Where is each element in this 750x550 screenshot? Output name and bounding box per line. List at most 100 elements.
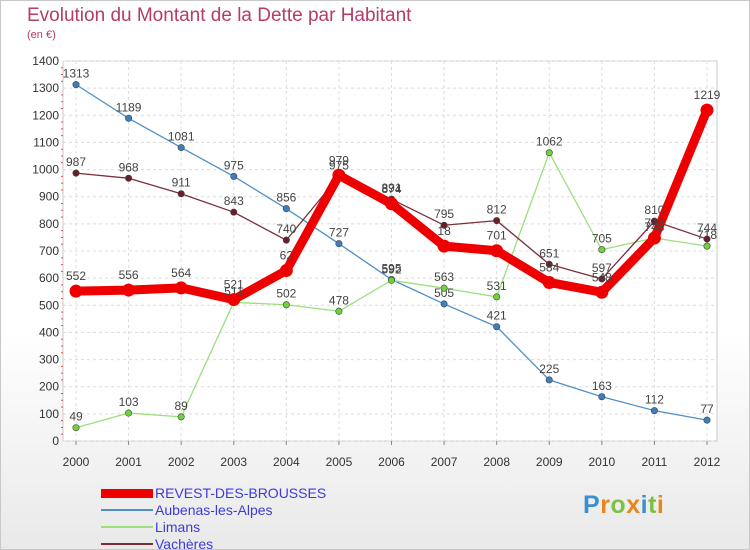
y-tick-label: 300 — [39, 353, 59, 367]
y-tick-label: 1400 — [32, 54, 59, 68]
data-label: 505 — [434, 286, 454, 300]
legend-label: Limans — [155, 519, 201, 535]
data-point — [125, 409, 133, 417]
y-tick-label: 200 — [39, 380, 59, 394]
data-point — [598, 393, 606, 401]
y-tick-label: 1300 — [32, 81, 59, 95]
data-label: 975 — [329, 158, 349, 172]
y-tick-label: 800 — [39, 217, 59, 231]
data-label: 103 — [119, 395, 139, 409]
data-point — [125, 174, 133, 182]
data-label: 718 — [697, 228, 717, 242]
data-label: 556 — [119, 268, 139, 282]
y-tick-label: 500 — [39, 298, 59, 312]
data-label: 225 — [539, 362, 559, 376]
data-label: 112 — [645, 393, 664, 407]
data-label: 62 — [280, 249, 294, 263]
data-point — [122, 283, 136, 297]
x-tick-label: 2011 — [642, 455, 668, 469]
y-tick-label: 900 — [39, 190, 59, 204]
data-point — [437, 239, 451, 253]
data-point — [490, 244, 504, 258]
data-point — [282, 236, 290, 244]
data-label: 911 — [172, 176, 191, 190]
x-tick-label: 2005 — [326, 455, 353, 469]
data-point — [177, 190, 185, 198]
data-point — [335, 307, 343, 315]
data-point — [282, 301, 290, 309]
data-point — [545, 376, 553, 384]
data-label: 748 — [644, 216, 664, 230]
data-label: 89 — [174, 399, 188, 413]
data-point — [542, 275, 556, 289]
data-point — [650, 407, 658, 415]
data-label: 421 — [487, 309, 507, 323]
data-point — [282, 205, 290, 213]
y-tick-label: 1100 — [33, 135, 59, 149]
data-point — [227, 293, 241, 307]
data-point — [335, 240, 343, 248]
data-point — [332, 168, 346, 182]
legend-swatch — [101, 488, 153, 498]
data-point — [230, 208, 238, 216]
data-label: 548 — [592, 270, 612, 284]
x-tick-label: 2010 — [588, 455, 615, 469]
data-label: 552 — [66, 269, 86, 283]
data-point — [595, 285, 609, 299]
y-tick-label: 1200 — [32, 108, 59, 122]
data-point — [440, 221, 448, 229]
data-label: 740 — [276, 222, 296, 236]
x-tick-label: 2003 — [220, 455, 247, 469]
data-point — [72, 169, 80, 177]
logo-letter: i — [656, 491, 665, 519]
data-label: 744 — [697, 221, 717, 235]
data-label: 1062 — [536, 135, 563, 149]
data-label: 810 — [644, 203, 664, 217]
data-label: 584 — [539, 260, 559, 274]
data-point — [493, 217, 501, 225]
data-label: 987 — [66, 155, 86, 169]
y-tick-label: 1000 — [32, 163, 59, 177]
data-point — [387, 276, 395, 284]
x-tick-label: 2002 — [168, 455, 195, 469]
data-point — [650, 217, 658, 225]
data-label: 1081 — [168, 130, 195, 144]
data-label: 521 — [224, 278, 244, 292]
legend-swatch — [101, 509, 153, 511]
legend-label: Vachères — [155, 536, 214, 550]
data-point — [493, 293, 501, 301]
legend-item: Limans — [101, 519, 361, 536]
data-label: 1189 — [116, 100, 142, 114]
data-point — [72, 81, 80, 89]
data-point — [703, 235, 711, 243]
data-label: 77 — [700, 402, 714, 416]
data-label: 812 — [487, 203, 507, 217]
legend-item: Vachères — [101, 536, 361, 550]
x-tick-label: 2001 — [115, 455, 142, 469]
data-label: 595 — [381, 262, 401, 276]
data-label: 563 — [434, 270, 454, 284]
y-tick-label: 700 — [39, 244, 59, 258]
data-label: 478 — [329, 293, 349, 307]
data-label: 856 — [276, 191, 296, 205]
logo-letter: t — [648, 491, 657, 519]
legend-label: Aubenas-les-Alpes — [155, 502, 273, 518]
logo-letter: o — [610, 491, 627, 519]
data-point — [440, 284, 448, 292]
x-tick-label: 2008 — [483, 455, 510, 469]
legend-label: REVEST-DES-BROUSSES — [155, 485, 327, 501]
data-label: 701 — [487, 229, 507, 243]
data-point — [440, 300, 448, 308]
chart-title: Evolution du Montant de la Dette par Hab… — [27, 5, 412, 26]
data-label: 163 — [592, 379, 612, 393]
data-point — [385, 197, 398, 211]
data-label: 49 — [69, 410, 83, 424]
data-label: 979 — [329, 153, 349, 167]
data-point — [72, 424, 80, 432]
logo-letter: i — [640, 491, 649, 519]
data-point — [125, 114, 133, 122]
y-tick-label: 100 — [39, 407, 59, 421]
data-point — [230, 172, 238, 180]
